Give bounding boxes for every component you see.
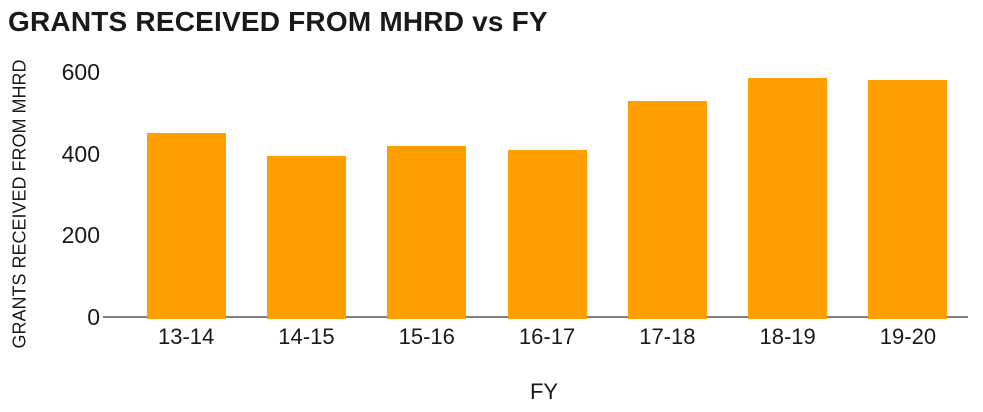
bar-14-15[interactable] (266, 155, 346, 319)
y-tick-label: 0 (87, 304, 100, 330)
x-tick-label: 19-20 (879, 324, 937, 349)
bar-18-19[interactable] (748, 78, 828, 319)
chart-title: GRANTS RECEIVED FROM MHRD vs FY (8, 6, 548, 37)
bar-15-16[interactable] (387, 145, 467, 319)
x-tick-label: 15-16 (398, 324, 455, 349)
bar-16-17[interactable] (507, 149, 587, 319)
y-tick-label: 400 (61, 140, 100, 167)
bar-17-18[interactable] (627, 100, 707, 319)
y-axis-ticks: 0 200 400 600 (0, 0, 100, 412)
x-tick-label: 16-17 (518, 324, 576, 349)
x-axis-title: FY (529, 379, 559, 404)
bar-13-14[interactable] (146, 133, 226, 319)
y-tick-label: 600 (61, 59, 100, 85)
x-tick-label: 17-18 (639, 324, 696, 349)
x-tick-label: 13-14 (158, 324, 215, 349)
bar-19-20[interactable] (868, 80, 948, 319)
x-tick-label: 14-15 (278, 324, 335, 349)
x-tick-label: 18-19 (759, 324, 816, 349)
y-tick-label: 200 (61, 222, 100, 249)
